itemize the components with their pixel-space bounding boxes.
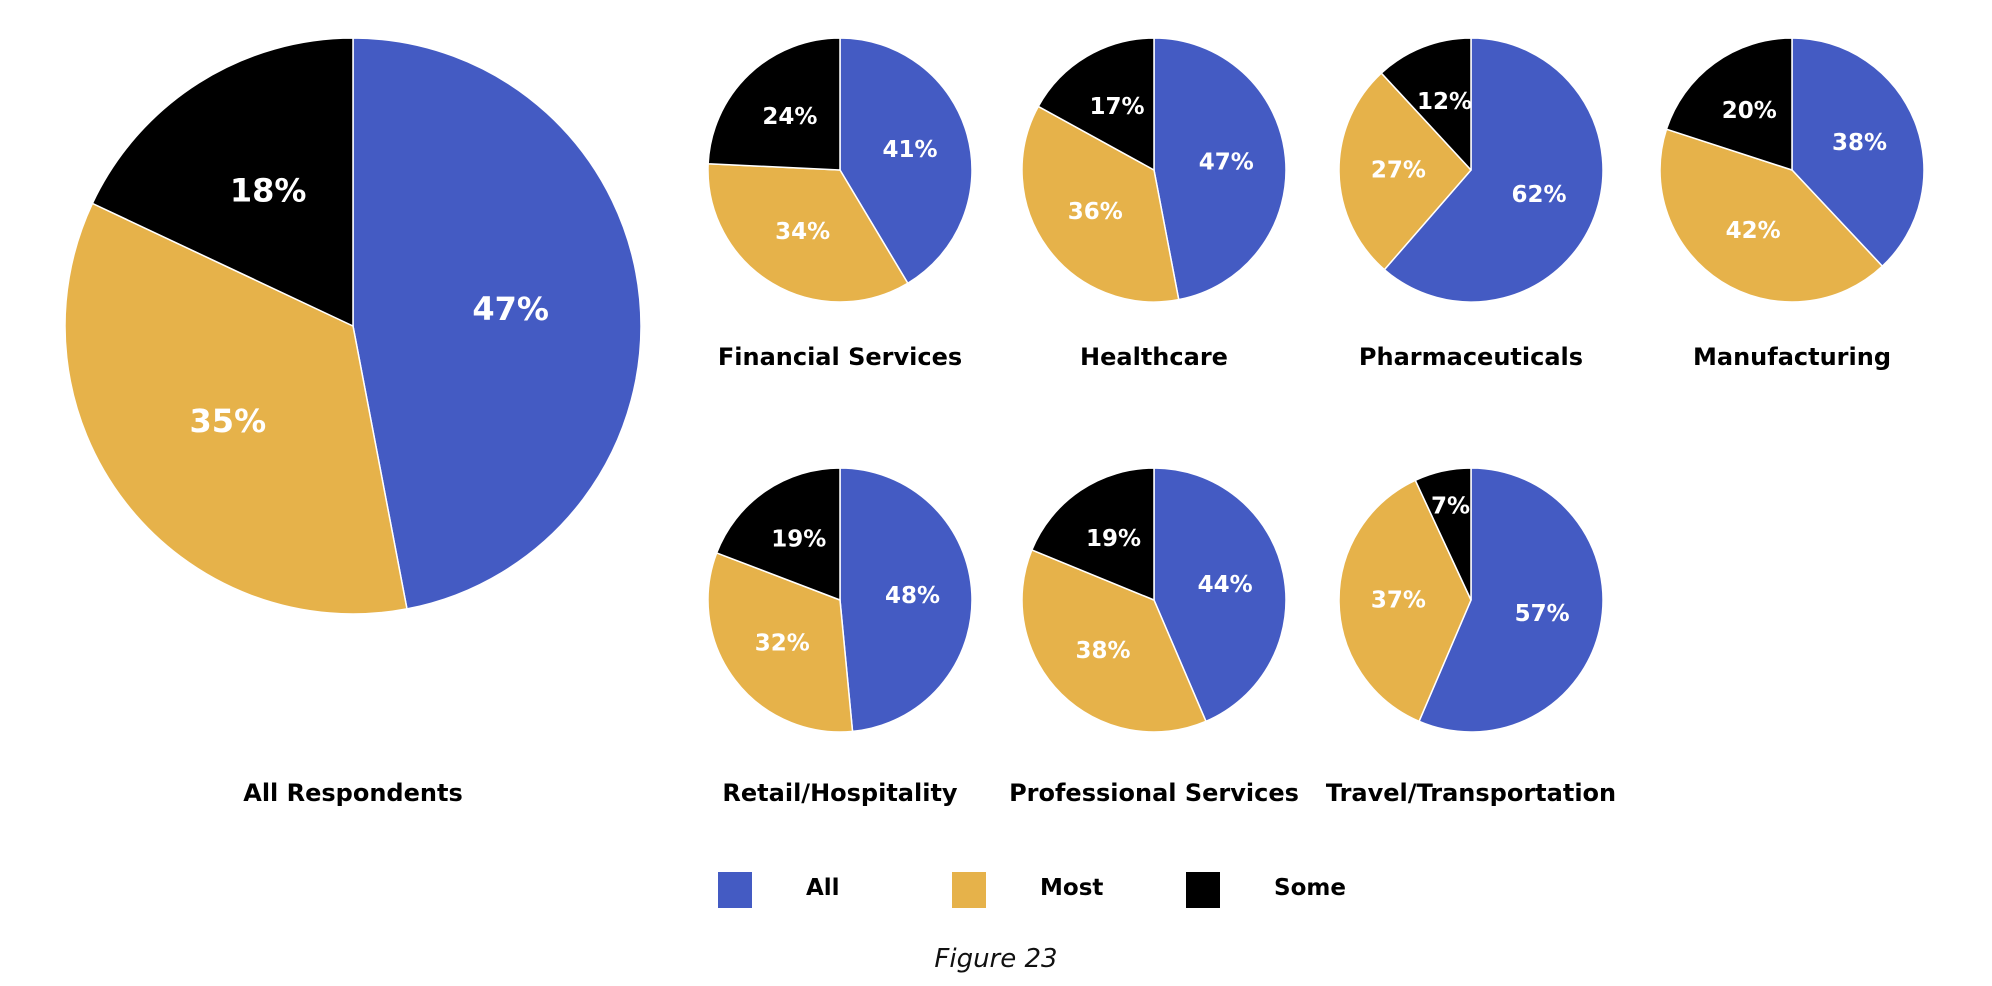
pie-data-label: 34% — [775, 219, 830, 245]
pie-slice-some — [715, 467, 841, 601]
pie-slice-all — [839, 467, 973, 733]
pie-slice-some — [1380, 37, 1472, 171]
legend-swatch-all — [718, 872, 752, 908]
pie-slice-most — [707, 162, 909, 303]
pie-data-label: 17% — [1090, 94, 1145, 120]
pie-data-label: 47% — [1199, 150, 1254, 176]
pie-data-label: 27% — [1371, 158, 1426, 184]
pie-data-label: 38% — [1076, 638, 1131, 664]
pie-slice-all — [1153, 467, 1287, 723]
pie-title: Financial Services — [718, 343, 962, 371]
pie-data-label: 36% — [1068, 199, 1123, 225]
pie-slice-most — [1021, 549, 1207, 733]
pie-slice-all — [1153, 37, 1287, 301]
pie-slice-most — [707, 552, 854, 733]
pie-travel-transportation: 57% 37% 7% Travel/Transportation — [1326, 467, 1616, 807]
pie-slice-all — [1383, 37, 1604, 303]
pie-data-label: 57% — [1515, 601, 1570, 627]
pie-title: Pharmaceuticals — [1359, 343, 1583, 371]
pie-slice-all — [1791, 37, 1925, 267]
pie-data-label: 18% — [230, 171, 307, 209]
figure-caption: Figure 23 — [934, 944, 1058, 974]
pie-data-label: 62% — [1511, 182, 1566, 208]
legend-swatch-most — [952, 872, 986, 908]
pie-title: Travel/Transportation — [1326, 779, 1616, 807]
pie-slice-most — [1659, 128, 1884, 303]
pie-healthcare: 47% 36% 17% Healthcare — [1021, 37, 1287, 371]
pie-slice-some — [1665, 37, 1793, 171]
pie-slice-all — [1418, 467, 1604, 733]
pie-title: Healthcare — [1080, 343, 1228, 371]
legend: All Most Some — [718, 872, 1418, 912]
pie-slice-all — [839, 37, 973, 285]
pie-data-label: 35% — [190, 402, 267, 440]
pie-data-label: 41% — [882, 137, 937, 163]
pie-data-label: 48% — [885, 583, 940, 609]
pie-title: Retail/Hospitality — [722, 779, 958, 807]
pie-slice-some — [707, 37, 841, 171]
pie-data-label: 19% — [1086, 526, 1141, 552]
pie-slice-some — [1414, 467, 1472, 601]
pie-title: Manufacturing — [1693, 343, 1891, 371]
pie-slice-some — [91, 37, 354, 327]
pie-data-label: 24% — [762, 104, 817, 130]
legend-label-most: Most — [1040, 875, 1104, 901]
pie-data-label: 32% — [755, 630, 810, 656]
pie-title: Professional Services — [1009, 779, 1299, 807]
pie-data-label: 47% — [472, 290, 549, 328]
pie-data-label: 19% — [771, 527, 826, 553]
pie-financial-services: 41% 34% 24% Financial Services — [707, 37, 973, 371]
pie-slice-most — [1338, 479, 1472, 723]
legend-label-all: All — [806, 875, 840, 901]
pie-retail-hospitality: 48% 32% 19% Retail/Hospitality — [707, 467, 973, 807]
legend-label-some: Some — [1274, 875, 1346, 901]
legend-swatch-some — [1186, 872, 1220, 908]
pie-data-label: 42% — [1726, 218, 1781, 244]
pie-data-label: 37% — [1371, 588, 1426, 614]
pie-slice-some — [1031, 467, 1155, 601]
pie-slice-some — [1037, 37, 1155, 171]
pie-data-label: 44% — [1198, 572, 1253, 598]
pie-manufacturing: 38% 42% 20% Manufacturing — [1659, 37, 1925, 371]
pie-data-label: 12% — [1417, 89, 1472, 115]
pie-pharmaceuticals: 62% 27% 12% Pharmaceuticals — [1338, 37, 1604, 371]
pie-all-respondents: 47% 35% 18% All Respondents — [64, 37, 642, 807]
pie-slice-all — [352, 37, 642, 610]
pie-slice-most — [64, 202, 408, 615]
pie-data-label: 7% — [1431, 494, 1470, 520]
pie-data-label: 38% — [1832, 130, 1887, 156]
pie-slice-most — [1338, 72, 1472, 271]
pie-slice-most — [1021, 105, 1180, 303]
pie-title: All Respondents — [243, 779, 462, 807]
pie-data-label: 20% — [1722, 98, 1777, 124]
pie-professional-services: 44% 38% 19% Professional Services — [1009, 467, 1299, 807]
